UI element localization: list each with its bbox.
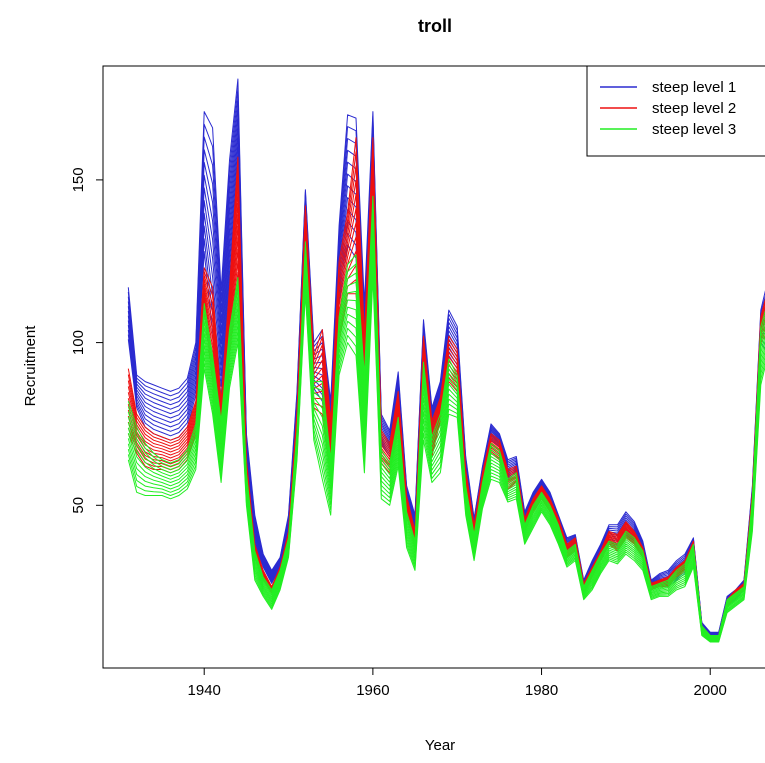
x-tick-label: 1980 (525, 682, 558, 699)
y-axis-label: Recruitment (22, 325, 39, 407)
legend-box (586, 65, 765, 157)
y-tick-label: 100 (70, 330, 87, 355)
y-axis: 50 100 150 (70, 167, 103, 514)
legend: steep level 1 steep level 2 steep level 3 (586, 65, 765, 157)
series-2-trajectory (127, 137, 765, 636)
y-tick-label: 150 (70, 167, 87, 192)
series-3-trajectory (127, 195, 765, 636)
x-axis-label: Year (425, 737, 455, 754)
plot-frame (102, 65, 765, 669)
legend-label-2: steep level 2 (652, 100, 736, 117)
x-axis: 1940 1960 1980 2000 (188, 668, 727, 699)
x-tick-label: 1960 (356, 682, 389, 699)
legend-label-1: steep level 1 (652, 79, 736, 96)
x-tick-label: 2000 (694, 682, 727, 699)
y-tick-label: 50 (70, 497, 87, 514)
legend-label-3: steep level 3 (652, 121, 736, 138)
chart-title: troll (418, 16, 452, 36)
x-tick-label: 1940 (188, 682, 221, 699)
series-3 (127, 195, 765, 643)
series-1-trajectory (127, 78, 765, 633)
plot-lines (127, 78, 765, 643)
